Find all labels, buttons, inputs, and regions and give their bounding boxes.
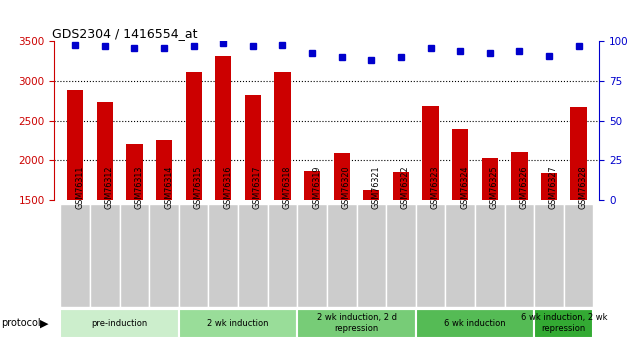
- Text: GSM76324: GSM76324: [460, 165, 469, 209]
- Bar: [120, 204, 149, 307]
- Bar: [333, 153, 350, 319]
- Bar: [481, 158, 498, 319]
- Text: GSM76320: GSM76320: [342, 165, 351, 209]
- Text: GSM76314: GSM76314: [164, 165, 173, 209]
- Bar: [245, 95, 261, 319]
- Bar: [274, 72, 290, 319]
- Bar: [268, 204, 297, 307]
- Text: GSM76321: GSM76321: [371, 165, 380, 209]
- Text: GSM76325: GSM76325: [490, 165, 499, 209]
- Bar: [445, 204, 475, 307]
- Bar: [215, 57, 231, 319]
- Bar: [363, 190, 379, 319]
- Bar: [97, 102, 113, 319]
- Bar: [475, 204, 504, 307]
- Text: 2 wk induction: 2 wk induction: [207, 319, 269, 328]
- Bar: [356, 204, 386, 307]
- Bar: [452, 129, 469, 319]
- Bar: [149, 204, 179, 307]
- Text: GSM76315: GSM76315: [194, 165, 203, 209]
- Bar: [60, 204, 90, 307]
- Bar: [238, 204, 268, 307]
- Bar: [416, 204, 445, 307]
- Bar: [386, 204, 416, 307]
- Bar: [179, 309, 297, 338]
- Text: 6 wk induction: 6 wk induction: [444, 319, 506, 328]
- Text: GDS2304 / 1416554_at: GDS2304 / 1416554_at: [52, 27, 197, 40]
- Bar: [422, 106, 438, 319]
- Text: GSM76319: GSM76319: [312, 165, 321, 209]
- Text: GSM76317: GSM76317: [253, 165, 262, 209]
- Bar: [60, 309, 179, 338]
- Text: GSM76311: GSM76311: [75, 165, 84, 209]
- Text: pre-induction: pre-induction: [92, 319, 148, 328]
- Text: protocol: protocol: [1, 318, 41, 328]
- Text: GSM76322: GSM76322: [401, 165, 410, 209]
- Bar: [416, 309, 534, 338]
- Text: GSM76313: GSM76313: [135, 165, 144, 209]
- Bar: [564, 204, 594, 307]
- Text: GSM76327: GSM76327: [549, 165, 558, 209]
- Bar: [534, 309, 594, 338]
- Bar: [156, 140, 172, 319]
- Text: 2 wk induction, 2 d
repression: 2 wk induction, 2 d repression: [317, 313, 397, 334]
- Bar: [327, 204, 356, 307]
- Bar: [297, 309, 416, 338]
- Text: 6 wk induction, 2 wk
repression: 6 wk induction, 2 wk repression: [520, 313, 607, 334]
- Bar: [126, 144, 142, 319]
- Text: ▶: ▶: [40, 318, 49, 328]
- Bar: [179, 204, 208, 307]
- Bar: [297, 204, 327, 307]
- Text: GSM76326: GSM76326: [519, 165, 528, 209]
- Bar: [504, 204, 534, 307]
- Bar: [90, 204, 120, 307]
- Bar: [541, 173, 557, 319]
- Text: GSM76312: GSM76312: [105, 165, 114, 209]
- Text: GSM76316: GSM76316: [223, 165, 232, 209]
- Bar: [67, 90, 83, 319]
- Bar: [512, 152, 528, 319]
- Bar: [185, 72, 202, 319]
- Text: GSM76323: GSM76323: [431, 165, 440, 209]
- Bar: [304, 171, 320, 319]
- Bar: [534, 204, 564, 307]
- Bar: [570, 107, 587, 319]
- Text: GSM76318: GSM76318: [283, 165, 292, 209]
- Bar: [208, 204, 238, 307]
- Text: GSM76328: GSM76328: [579, 165, 588, 209]
- Bar: [393, 171, 409, 319]
